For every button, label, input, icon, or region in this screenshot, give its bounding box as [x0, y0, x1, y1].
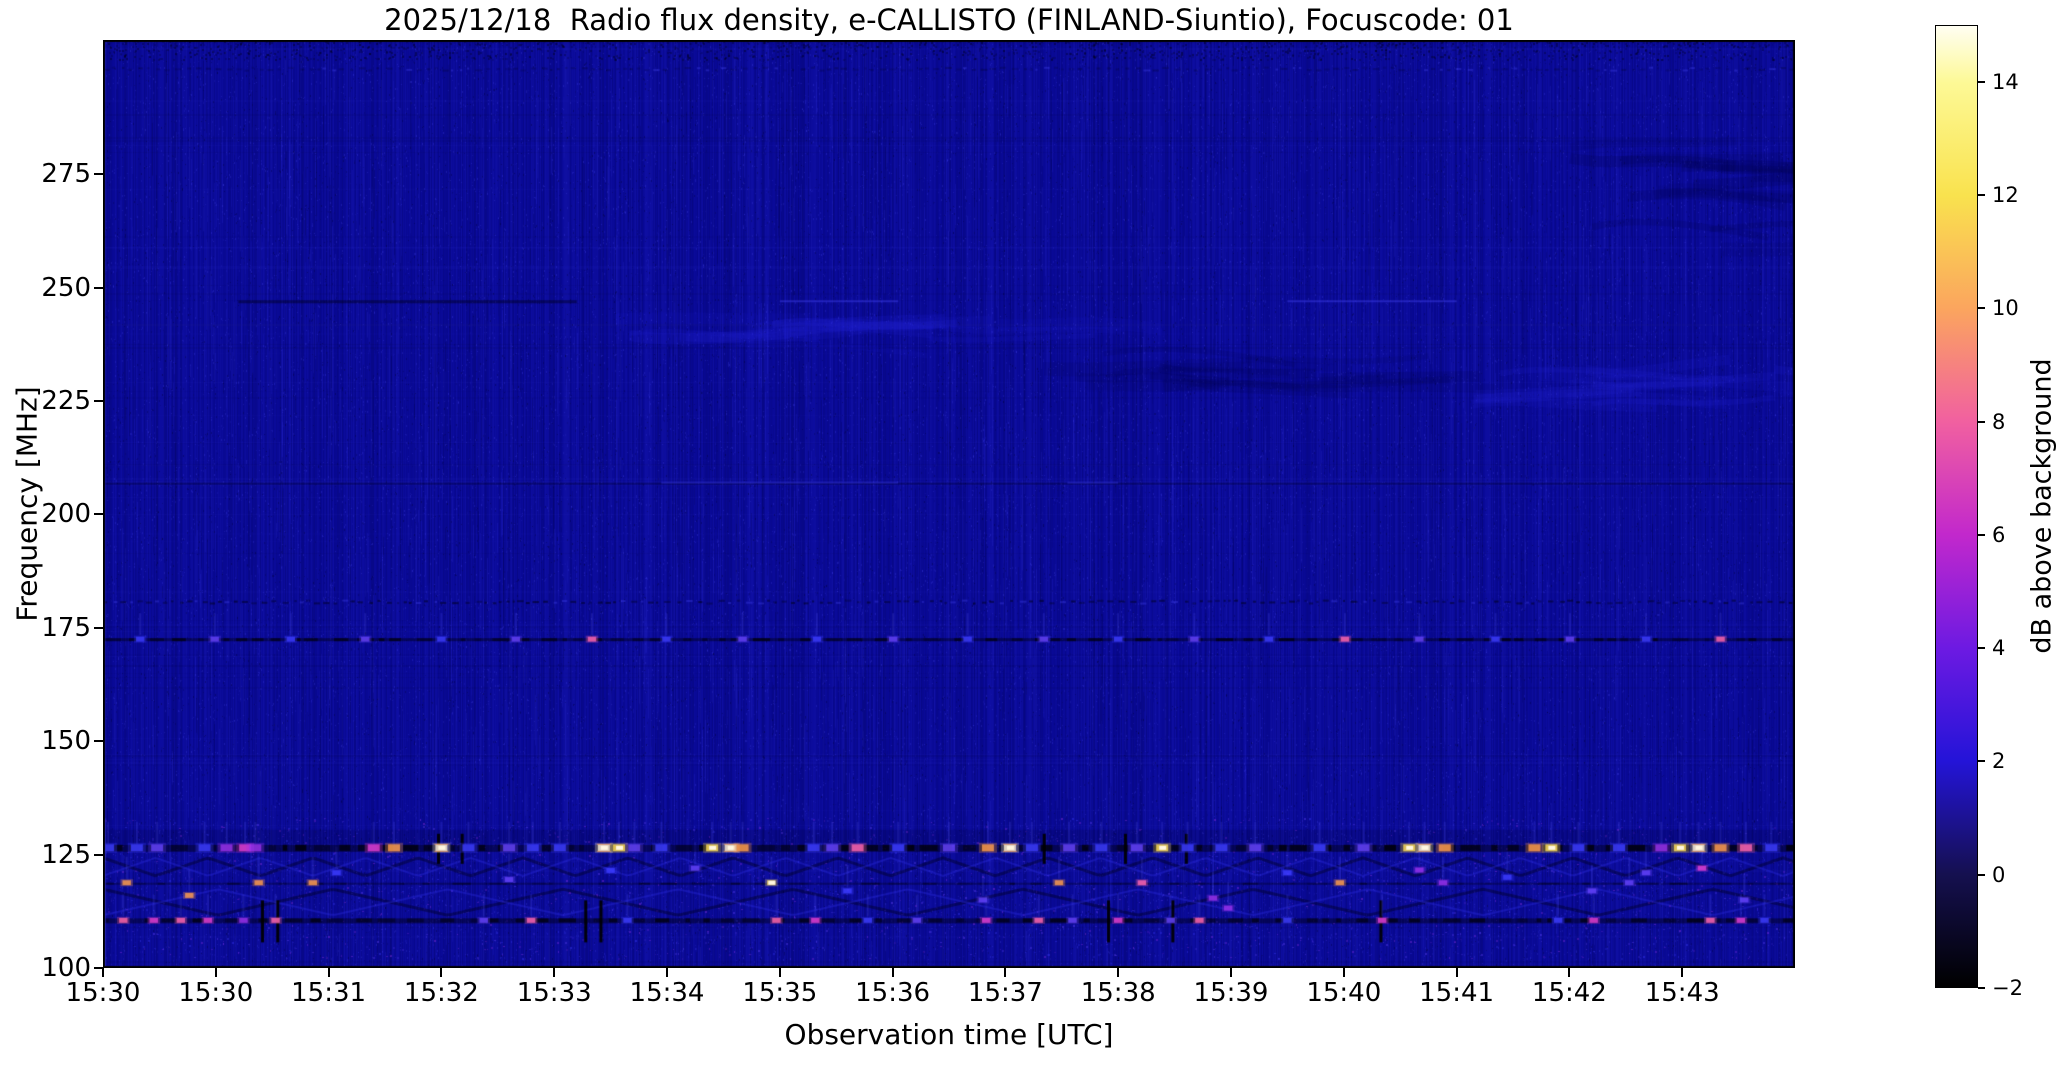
x-tick-label: 15:30	[178, 978, 254, 1008]
colorbar-tick-mark	[1978, 80, 1985, 83]
y-tick-label: 150	[41, 726, 91, 757]
colorbar-tick-mark	[1978, 533, 1985, 536]
x-tick-label: 15:40	[1306, 978, 1382, 1008]
y-tick-label: 275	[41, 159, 91, 190]
chart-title: 2025/12/18 Radio flux density, e-CALLIST…	[384, 3, 1514, 37]
x-tick-label: 15:37	[967, 978, 1043, 1008]
x-tick-mark	[327, 968, 330, 977]
x-tick-mark	[1117, 968, 1120, 977]
y-tick-label: 125	[41, 839, 91, 870]
y-tick-label: 250	[41, 272, 91, 303]
x-tick-mark	[440, 968, 443, 977]
x-axis-label: Observation time [UTC]	[784, 1018, 1114, 1051]
spectrogram-plot	[103, 40, 1795, 968]
x-tick-label: 15:43	[1644, 978, 1720, 1008]
colorbar-tick-label: 8	[1992, 409, 2006, 434]
x-tick-mark	[1568, 968, 1571, 977]
y-axis-label: Frequency [MHz]	[10, 386, 44, 622]
x-tick-mark	[1004, 968, 1007, 977]
colorbar-tick-label: 4	[1992, 636, 2006, 661]
y-tick-mark	[94, 740, 103, 743]
colorbar-tick-mark	[1978, 647, 1985, 650]
x-tick-mark	[1681, 968, 1684, 977]
colorbar-tick-label: 0	[1992, 862, 2006, 887]
colorbar-tick-mark	[1978, 307, 1985, 310]
colorbar-tick-mark	[1978, 987, 1985, 989]
x-tick-mark	[778, 968, 781, 977]
x-tick-label: 15:38	[1080, 978, 1156, 1008]
x-tick-mark	[666, 968, 668, 977]
colorbar-tick-label: 10	[1992, 296, 2019, 321]
x-tick-mark	[891, 968, 894, 977]
colorbar-tick-mark	[1978, 873, 1985, 876]
y-tick-mark	[94, 400, 103, 403]
colorbar-tick-label: 6	[1992, 522, 2006, 547]
y-tick-mark	[94, 173, 103, 176]
x-tick-label: 15:41	[1419, 978, 1495, 1008]
y-tick-mark	[94, 967, 103, 969]
colorbar-tick-label: 12	[1992, 182, 2019, 207]
y-tick-mark	[94, 626, 103, 629]
colorbar-tick-mark	[1978, 420, 1985, 423]
colorbar-tick-mark	[1978, 193, 1985, 196]
x-tick-mark	[214, 968, 217, 977]
x-tick-label: 15:36	[855, 978, 931, 1008]
y-tick-label: 200	[41, 499, 91, 530]
x-tick-label: 15:31	[291, 978, 367, 1008]
y-tick-label: 175	[41, 612, 91, 643]
x-tick-mark	[553, 968, 556, 977]
x-tick-label: 15:35	[742, 978, 818, 1008]
x-tick-mark	[102, 968, 104, 977]
x-tick-mark	[1342, 968, 1345, 977]
y-tick-label: 225	[41, 386, 91, 417]
y-tick-mark	[94, 286, 103, 289]
x-tick-label: 15:39	[1193, 978, 1269, 1008]
y-tick-mark	[94, 513, 103, 516]
y-tick-mark	[94, 853, 103, 856]
x-tick-label: 15:30	[65, 978, 141, 1008]
x-tick-label: 15:33	[516, 978, 592, 1008]
x-tick-mark	[1455, 968, 1458, 977]
colorbar-tick-mark	[1978, 760, 1985, 763]
colorbar-tick-label: 2	[1992, 749, 2006, 774]
colorbar	[1935, 25, 1978, 988]
colorbar-tick-label: −2	[1992, 976, 2023, 1000]
x-tick-label: 15:34	[629, 978, 705, 1008]
x-tick-mark	[1230, 968, 1232, 977]
spectrogram-canvas	[103, 40, 1795, 968]
colorbar-label: dB above background	[2026, 358, 2058, 654]
x-tick-label: 15:42	[1531, 978, 1607, 1008]
colorbar-tick-label: 14	[1992, 69, 2019, 94]
y-tick-label: 100	[41, 953, 91, 983]
x-tick-label: 15:32	[403, 978, 479, 1008]
